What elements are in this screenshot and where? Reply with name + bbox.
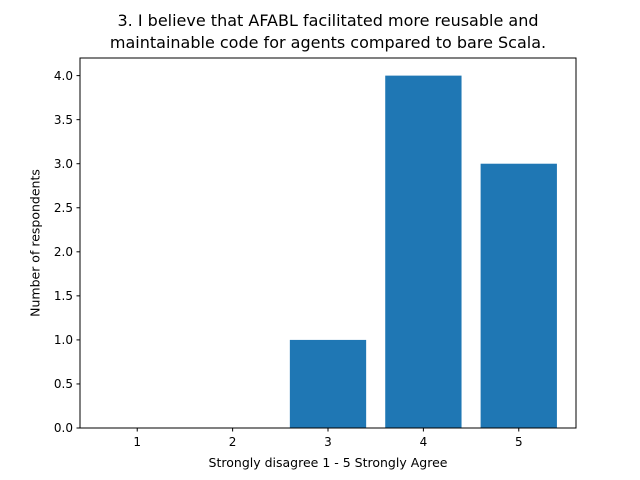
bar-3 (289, 339, 367, 428)
bar-4 (385, 75, 462, 428)
x-tick-label: 1 (133, 435, 141, 449)
y-tick-label: 2.0 (54, 245, 73, 259)
y-tick-label: 1.0 (54, 333, 73, 347)
y-tick-label: 3.5 (54, 113, 73, 127)
y-tick-label: 4.0 (54, 69, 73, 83)
y-tick-label: 3.0 (54, 157, 73, 171)
x-tick-label: 3 (324, 435, 332, 449)
y-tick-label: 1.5 (54, 289, 73, 303)
y-tick-label: 0.0 (54, 421, 73, 435)
bar-5 (480, 163, 557, 428)
y-tick-label: 0.5 (54, 377, 73, 391)
chart-title-line-1: 3. I believe that AFABL facilitated more… (117, 11, 539, 30)
chart-title-line-2: maintainable code for agents compared to… (109, 33, 547, 52)
x-axis-label: Strongly disagree 1 - 5 Strongly Agree (208, 455, 448, 470)
x-tick-label: 4 (420, 435, 428, 449)
y-axis-label: Number of respondents (27, 169, 43, 317)
x-tick-label: 5 (515, 435, 523, 449)
x-tick-label: 2 (229, 435, 237, 449)
y-tick-label: 2.5 (54, 201, 73, 215)
